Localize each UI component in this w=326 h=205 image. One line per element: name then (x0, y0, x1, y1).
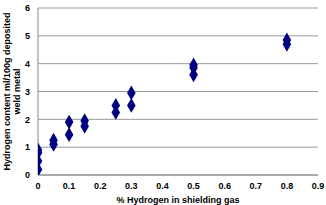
svg-text:0.8: 0.8 (281, 181, 294, 191)
svg-text:1: 1 (25, 142, 30, 152)
svg-text:0.6: 0.6 (218, 181, 231, 191)
svg-text:6: 6 (25, 3, 30, 13)
svg-text:0.3: 0.3 (125, 181, 138, 191)
svg-text:% Hydrogen in shielding gas: % Hydrogen in shielding gas (116, 195, 239, 205)
svg-text:3: 3 (25, 87, 30, 97)
svg-text:0.9: 0.9 (312, 181, 318, 191)
svg-text:0.5: 0.5 (187, 181, 200, 191)
svg-text:0.4: 0.4 (156, 181, 169, 191)
svg-text:0: 0 (25, 170, 30, 180)
svg-text:0.7: 0.7 (250, 181, 263, 191)
svg-text:4: 4 (25, 59, 30, 69)
svg-text:2: 2 (25, 115, 30, 125)
svg-text:5: 5 (25, 31, 30, 41)
svg-text:0: 0 (35, 181, 40, 191)
svg-text:Hydrogen content ml/100g depos: Hydrogen content ml/100g depositedweld m… (8, 12, 22, 170)
svg-text:0.1: 0.1 (63, 181, 76, 191)
svg-text:0.2: 0.2 (94, 181, 107, 191)
